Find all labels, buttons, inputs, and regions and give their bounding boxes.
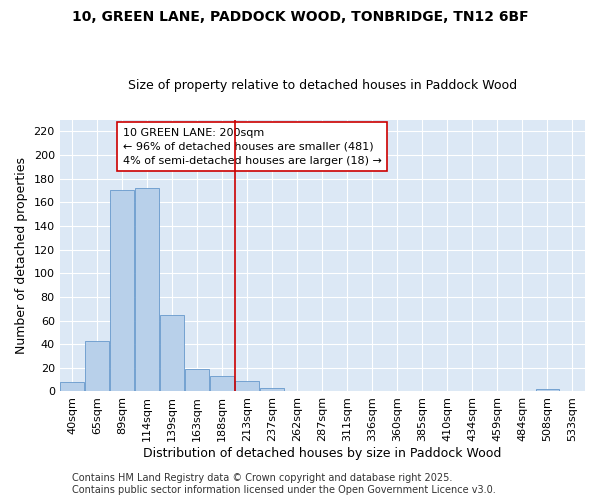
Bar: [110, 190, 134, 392]
Bar: [136, 188, 159, 392]
Bar: [260, 388, 284, 392]
Bar: [211, 376, 234, 392]
Text: 10, GREEN LANE, PADDOCK WOOD, TONBRIDGE, TN12 6BF: 10, GREEN LANE, PADDOCK WOOD, TONBRIDGE,…: [71, 10, 529, 24]
Bar: [185, 369, 209, 392]
Text: 10 GREEN LANE: 200sqm
← 96% of detached houses are smaller (481)
4% of semi-deta: 10 GREEN LANE: 200sqm ← 96% of detached …: [123, 128, 382, 166]
Bar: [160, 314, 184, 392]
Y-axis label: Number of detached properties: Number of detached properties: [15, 157, 28, 354]
Text: Contains HM Land Registry data © Crown copyright and database right 2025.
Contai: Contains HM Land Registry data © Crown c…: [72, 474, 496, 495]
Bar: [60, 382, 84, 392]
Bar: [85, 340, 109, 392]
X-axis label: Distribution of detached houses by size in Paddock Wood: Distribution of detached houses by size …: [143, 447, 502, 460]
Title: Size of property relative to detached houses in Paddock Wood: Size of property relative to detached ho…: [128, 79, 517, 92]
Bar: [536, 389, 559, 392]
Bar: [235, 381, 259, 392]
